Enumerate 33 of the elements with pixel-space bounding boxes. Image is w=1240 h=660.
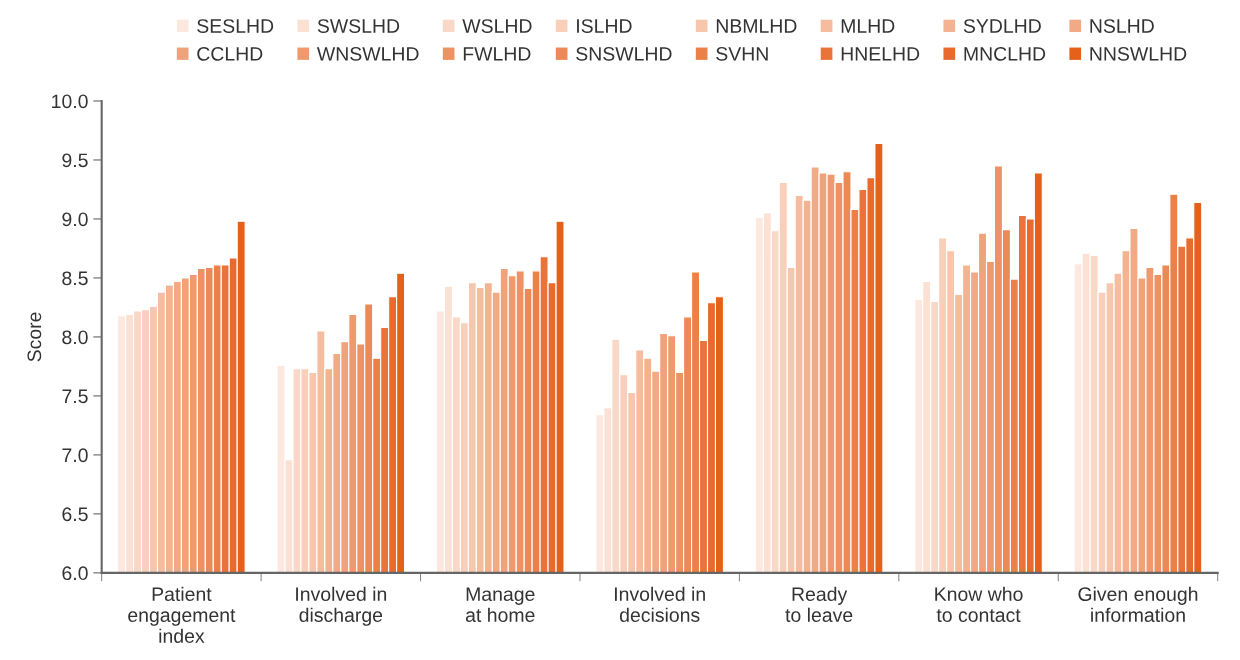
y-tick-label: 9.5 bbox=[62, 153, 88, 168]
legend-label: NSLHD bbox=[1090, 19, 1154, 33]
legend-label: WSLHD bbox=[462, 19, 532, 33]
y-tick-label: 9.0 bbox=[62, 212, 88, 227]
y-tick-label: 7.5 bbox=[62, 389, 88, 404]
y-tick-label: 6.0 bbox=[62, 566, 88, 581]
legend-label: MLHD bbox=[841, 19, 895, 33]
legend-label: SVHN bbox=[716, 46, 768, 61]
y-tick-label: 10.0 bbox=[52, 94, 88, 109]
x-tick-label: Patient engagement index bbox=[128, 586, 236, 643]
y-tick-label: 7.0 bbox=[62, 448, 88, 463]
y-tick-label: 6.5 bbox=[62, 507, 88, 522]
legend-label: SNSWLHD bbox=[576, 46, 672, 61]
legend-label: SWSLHD bbox=[317, 19, 400, 33]
legend-label: WNSWLHD bbox=[316, 46, 419, 61]
legend-label: ISLHD bbox=[577, 19, 632, 33]
legend-label: HNELHD bbox=[841, 47, 920, 61]
legend-label: MNCLHD bbox=[964, 46, 1046, 61]
legend-label: CCLHD bbox=[197, 46, 263, 61]
legend-label: FWLHD bbox=[463, 47, 531, 61]
legend-label: NNSWLHD bbox=[1090, 46, 1187, 61]
y-tick-label: 8.5 bbox=[62, 271, 88, 286]
x-tick-label: Involved in decisions bbox=[615, 586, 705, 622]
x-tick-label: Ready to leave bbox=[785, 586, 853, 622]
legend-label: NBMLHD bbox=[716, 19, 797, 33]
x-tick-label: Manage at home bbox=[465, 587, 535, 622]
legend-label: SYDLHD bbox=[963, 19, 1041, 33]
legend-label: SESLHD bbox=[197, 19, 274, 33]
y-axis-title: Score bbox=[27, 312, 42, 362]
x-tick-label: Involved in discharge bbox=[296, 586, 387, 626]
y-tick-label: 8.0 bbox=[62, 330, 88, 345]
x-tick-label: Given enough information bbox=[1078, 586, 1198, 622]
x-tick-label: Know who to contact bbox=[935, 586, 1023, 622]
